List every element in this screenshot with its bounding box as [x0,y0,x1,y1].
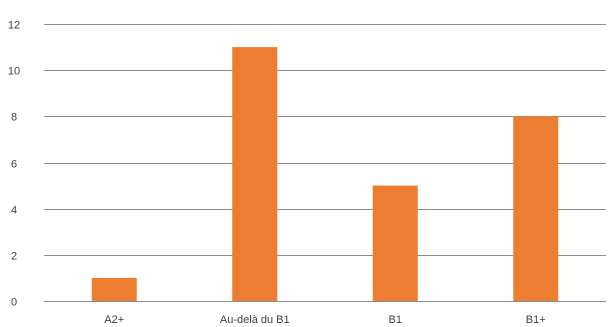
bar-1 [232,47,278,302]
y-tick-label: 10 [8,66,20,78]
grid-lines [44,24,606,302]
y-tick-label: 4 [11,205,17,217]
x-tick-label: B1 [389,314,402,326]
bar-2 [372,185,418,301]
y-tick-label: 0 [11,297,17,309]
x-axis-ticks: A2+ Au-delà du B1 B1 B1+ [104,314,545,326]
x-tick-label: A2+ [104,314,124,326]
bar-0 [91,277,137,301]
y-tick-label: 12 [8,20,20,32]
bars [91,47,559,302]
x-tick-label: B1+ [526,314,546,326]
bar-3 [513,116,559,301]
y-tick-label: 6 [11,159,17,171]
y-axis-ticks: 0 2 4 6 8 10 12 [8,20,20,309]
y-tick-label: 2 [11,251,17,263]
y-tick-label: 8 [11,112,17,124]
x-tick-label: Au-delà du B1 [220,314,290,326]
